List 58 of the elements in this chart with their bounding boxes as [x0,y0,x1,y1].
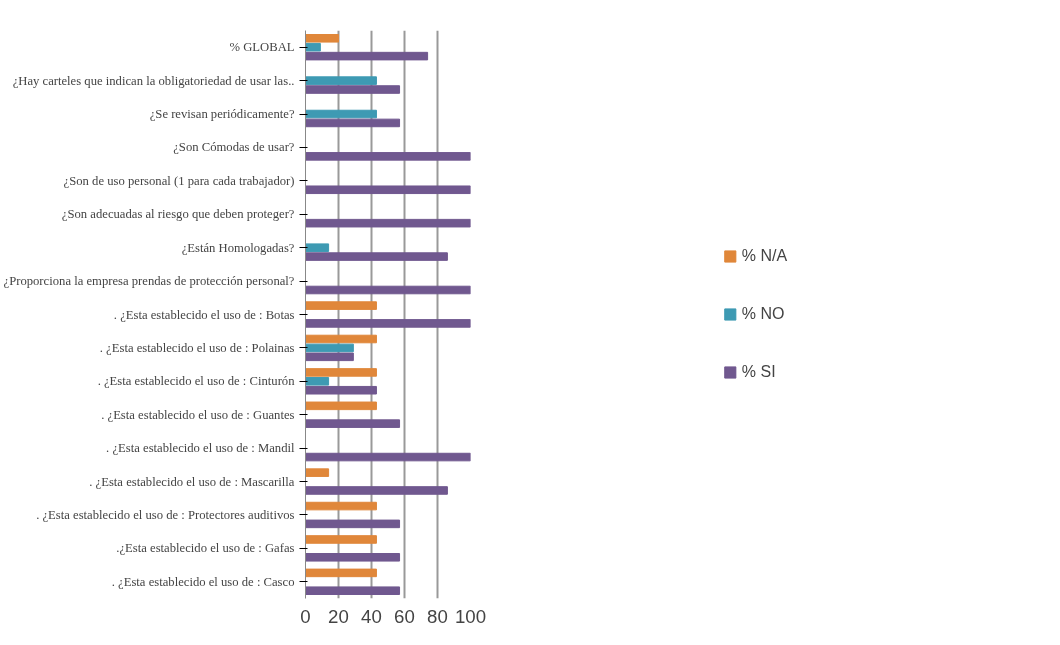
x-tick-label: 0 [300,605,311,627]
bar [305,319,471,328]
y-tick-label: .¿Esta establecido el uso de : Gafas [116,541,295,556]
bar [305,368,377,377]
bar [305,218,471,228]
y-tick-label: ¿Son de uso personal (1 para cada trabajador) [63,173,295,188]
bar [305,109,377,119]
y-tick-label: . ¿Esta establecido el uso de : Casco [111,574,295,589]
bar [305,486,448,495]
bar [305,185,471,195]
bar [305,85,401,94]
x-tick-label: 60 [394,605,415,627]
y-tick-label: ¿Son adecuadas al riesgo que deben proteger? [61,207,295,222]
bar [305,377,330,386]
bar [305,301,377,310]
y-tick-label: . ¿Esta establecido el uso de : Protectores auditivos [36,507,295,522]
y-tick-label: . ¿Esta establecido el uso de : Cinturón [97,374,296,389]
y-tick-label: % GLOBAL [229,40,295,55]
legend-label: % SI [741,363,776,381]
bar [305,553,401,562]
bar [305,468,330,477]
y-tick-label: ¿Son Cómodas de usar? [173,140,295,155]
bar [305,34,339,43]
bar [305,243,330,252]
bar [305,501,377,511]
x-tick-label: 100 [454,605,487,627]
bar [305,352,354,362]
bar [305,334,377,344]
y-tick-label: ¿Se revisan periódicamente? [149,107,295,122]
y-tick-label: ¿Están Homologadas? [181,240,295,255]
legend-label: % NO [741,305,785,323]
bar [305,118,401,128]
bar [305,401,377,411]
bar [305,419,401,428]
y-tick-label: . ¿Esta establecido el uso de : Mandil [106,441,295,456]
legend-label: % N/A [741,247,788,265]
x-tick-label: 20 [328,605,349,627]
bar [305,51,429,61]
bar [305,76,377,85]
y-tick-label: . ¿Esta establecido el uso de : Guantes [101,407,295,422]
y-tick-label: ¿Hay carteles que indican la obligatoriedad de usar las.. [12,73,295,88]
bar [305,42,321,52]
bar [305,568,377,578]
y-tick-label: . ¿Esta establecido el uso de : Botas [113,307,295,322]
bar [305,452,471,462]
bar [305,519,401,529]
y-tick-label: ¿Proporciona la empresa prendas de protección personal? [3,274,295,289]
bar [305,343,354,353]
y-tick-label: . ¿Esta establecido el uso de : Polainas [99,340,295,355]
x-tick-label: 40 [361,605,382,627]
bar [305,252,448,261]
bar [305,385,377,395]
bar [305,152,471,161]
bar [305,586,401,595]
x-tick-label: 80 [427,605,448,627]
bar [305,535,377,544]
y-tick-label: . ¿Esta establecido el uso de : Mascarilla [89,474,295,489]
bar [305,285,471,295]
